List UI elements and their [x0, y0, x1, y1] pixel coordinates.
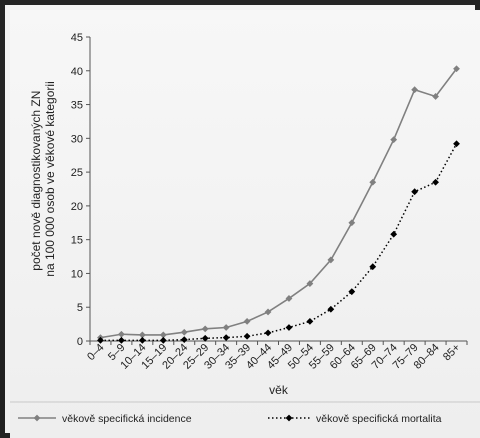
y-tick-label: 20	[71, 201, 83, 213]
y-tick-label: 5	[77, 302, 83, 314]
data-point	[264, 329, 272, 337]
y-tick-label: 45	[71, 32, 83, 44]
data-point	[285, 295, 293, 302]
y-tick-label: 10	[71, 268, 83, 280]
legend-label: věkově specifická mortalita	[316, 413, 442, 425]
legend-swatch-marker	[285, 414, 293, 422]
series-incidence	[97, 65, 460, 342]
data-point	[285, 324, 293, 331]
data-point	[222, 334, 230, 342]
series-mortality	[97, 140, 460, 344]
data-point	[306, 318, 314, 325]
data-point	[180, 328, 188, 336]
data-point	[369, 178, 377, 186]
data-point	[180, 336, 188, 344]
x-axis-ticks: 0–4 5–910–1415–1920–2425–2930–3435–3940–4…	[85, 341, 468, 372]
data-point	[432, 178, 439, 186]
y-axis-title: počet nově diagnostikovaných ZN na 100 0…	[29, 81, 57, 276]
y-tick-label: 30	[71, 133, 83, 145]
data-point	[390, 230, 398, 238]
data-point	[118, 336, 125, 344]
data-point	[306, 280, 314, 287]
data-point	[348, 288, 356, 296]
data-point	[138, 336, 146, 344]
data-point	[390, 136, 398, 144]
data-point	[138, 331, 146, 339]
data-point	[411, 86, 419, 94]
series-line	[100, 68, 458, 339]
axes	[89, 37, 467, 342]
data-point	[159, 336, 167, 344]
legend-swatch-marker	[33, 414, 41, 422]
data-point	[453, 65, 460, 73]
data-point	[118, 330, 125, 338]
data-point	[348, 219, 356, 227]
data-point	[327, 256, 335, 264]
data-point	[159, 331, 167, 339]
data-point	[369, 263, 377, 271]
y-tick-label: 35	[71, 100, 83, 112]
y-tick-label: 40	[71, 66, 83, 78]
legend-item-incidence: věkově specifická incidence	[18, 413, 192, 425]
series-line	[100, 143, 458, 342]
x-tick-label: 0–4	[85, 342, 106, 363]
y-axis-ticks: 0 5 10 15 20 25 30 35 40 45	[71, 32, 90, 348]
data-point	[327, 305, 335, 313]
y-tick-label: 0	[77, 336, 83, 348]
series-group	[97, 65, 460, 344]
y-axis-title-line-1: počet nově diagnostikovaných ZN	[29, 91, 43, 271]
data-point	[411, 188, 419, 196]
data-point	[243, 332, 251, 340]
legend-label: věkově specifická incidence	[62, 413, 192, 425]
y-axis-title-line-2: na 100 000 osob ve věkové kategorii	[43, 81, 57, 276]
chart-panel	[10, 10, 480, 438]
x-axis-title: věk	[269, 383, 289, 397]
data-point	[243, 318, 251, 325]
data-point	[453, 140, 460, 148]
data-point	[201, 325, 209, 333]
y-tick-label: 15	[71, 235, 83, 247]
data-point	[432, 93, 439, 100]
data-point	[97, 336, 104, 344]
incidence-mortality-chart: 0 5 10 15 20 25 30 35 40 45 0–4 5–910–1415–1920–24…	[10, 32, 480, 425]
y-tick-label: 25	[71, 167, 83, 179]
legend: věkově specifická incidence věkově specif…	[10, 401, 480, 425]
x-tick-label: 85+	[441, 342, 463, 364]
data-point	[222, 324, 230, 331]
data-point	[201, 334, 209, 342]
data-point	[264, 308, 272, 316]
legend-item-mortality: věkově specifická mortalita	[268, 413, 442, 425]
